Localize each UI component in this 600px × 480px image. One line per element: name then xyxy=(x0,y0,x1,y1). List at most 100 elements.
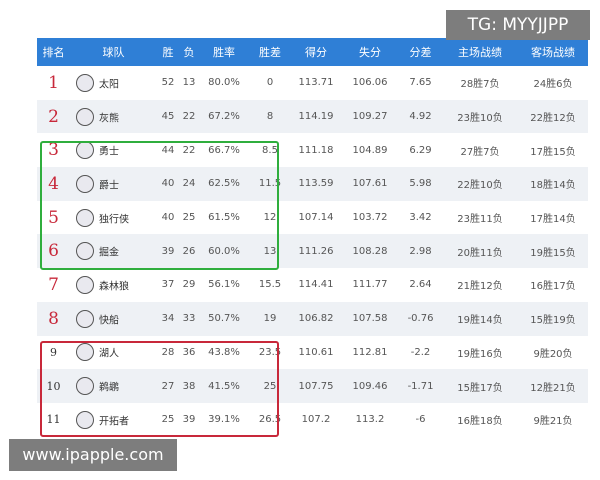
table-row: 5 独行侠 40 25 61.5% 12 107.14 103.72 3.42 23胜11负 17胜… xyxy=(37,200,588,235)
wins-cell: 37 xyxy=(161,279,175,291)
table-row: 8 快船 34 33 50.7% 19 106.82 107.58 -0.76 19胜14负 15胜… xyxy=(37,301,588,336)
rank-cell: 8 xyxy=(48,308,59,329)
points-for-cell: 111.26 xyxy=(298,245,334,257)
points-against-cell: 111.77 xyxy=(352,279,388,291)
team-name: 爵士 xyxy=(99,180,119,192)
win-pct-cell: 43.8% xyxy=(208,346,240,358)
wins-cell: 28 xyxy=(161,346,175,358)
home-record-cell: 28胜7负 xyxy=(460,79,500,91)
team-name: 太阳 xyxy=(99,79,119,91)
games-behind-cell: 26.5 xyxy=(258,414,282,426)
home-record-cell: 19胜16负 xyxy=(457,348,503,360)
rank-cell: 9 xyxy=(50,345,57,359)
header-rank: 排名 xyxy=(42,46,65,59)
points-for-cell: 110.61 xyxy=(298,346,334,358)
losses-cell: 38 xyxy=(182,380,196,392)
losses-cell: 36 xyxy=(182,346,196,358)
points-against-cell: 108.28 xyxy=(352,245,388,257)
games-behind-cell: 23.5 xyxy=(258,346,282,358)
rank-cell: 7 xyxy=(48,274,59,295)
points-for-cell: 107.75 xyxy=(298,380,334,392)
table-row: 4 爵士 40 24 62.5% 11.5 113.59 107.61 5.98 22胜10负 18… xyxy=(37,167,588,201)
header-home-record: 主场战绩 xyxy=(458,46,502,59)
header-points-against: 失分 xyxy=(359,46,381,59)
points-against-cell: 112.81 xyxy=(352,346,388,358)
rank-cell: 10 xyxy=(46,379,61,393)
away-record-cell: 17胜15负 xyxy=(530,146,576,158)
home-record-cell: 27胜7负 xyxy=(460,146,500,158)
point-diff-cell: -2.2 xyxy=(410,346,431,358)
team-cell: 灰熊 xyxy=(70,100,157,134)
points-for-cell: 106.82 xyxy=(298,313,334,325)
watermark-top: TG: MYYJJPP xyxy=(446,10,590,40)
team-name: 掘金 xyxy=(99,247,119,259)
rank-cell: 1 xyxy=(48,72,59,93)
home-record-cell: 22胜10负 xyxy=(457,180,503,192)
point-diff-cell: 7.65 xyxy=(409,77,432,89)
wins-cell: 27 xyxy=(161,380,175,392)
team-logo-icon xyxy=(76,208,94,227)
points-against-cell: 107.58 xyxy=(352,313,388,325)
point-diff-cell: 6.29 xyxy=(409,144,432,156)
team-name: 独行侠 xyxy=(99,214,129,226)
team-name: 森林狼 xyxy=(99,281,129,293)
games-behind-cell: 12 xyxy=(263,212,277,224)
standings-table-wrap: 排名 球队 胜 负 胜率 胜差 得分 失分 分差 主场战绩 客场战绩 1 太阳 52… xyxy=(37,38,588,437)
points-against-cell: 104.89 xyxy=(352,144,388,156)
team-cell: 鹈鹕 xyxy=(70,369,157,403)
away-record-cell: 22胜12负 xyxy=(530,113,576,125)
points-for-cell: 114.41 xyxy=(298,279,334,291)
team-name: 鹈鹕 xyxy=(99,382,119,394)
team-logo-icon xyxy=(76,377,94,396)
points-against-cell: 103.72 xyxy=(352,212,388,224)
table-row: 10 鹈鹕 27 38 41.5% 25 107.75 109.46 -1.71 15胜17负 12… xyxy=(37,369,588,403)
table-row: 11 开拓者 25 39 39.1% 26.5 107.2 113.2 -6 16胜18负 9胜21… xyxy=(37,402,588,437)
header-point-diff: 分差 xyxy=(409,46,432,59)
home-record-cell: 23胜11负 xyxy=(457,214,503,226)
games-behind-cell: 11.5 xyxy=(258,178,282,190)
team-cell: 独行侠 xyxy=(70,201,157,235)
losses-cell: 22 xyxy=(182,144,196,156)
point-diff-cell: -1.71 xyxy=(407,380,434,392)
wins-cell: 39 xyxy=(161,245,175,257)
points-for-cell: 114.19 xyxy=(298,111,334,123)
points-against-cell: 113.2 xyxy=(355,414,385,426)
team-logo-icon xyxy=(76,73,94,92)
losses-cell: 22 xyxy=(182,111,196,123)
team-cell: 开拓者 xyxy=(70,403,157,437)
wins-cell: 44 xyxy=(161,144,175,156)
home-record-cell: 23胜10负 xyxy=(457,113,503,125)
away-record-cell: 12胜21负 xyxy=(530,382,576,394)
header-win-pct: 胜率 xyxy=(213,46,235,59)
standings-table: 排名 球队 胜 负 胜率 胜差 得分 失分 分差 主场战绩 客场战绩 1 太阳 52… xyxy=(37,38,588,437)
table-row: 3 勇士 44 22 66.7% 8.5 111.18 104.89 6.29 27胜7负 17胜1… xyxy=(37,133,588,168)
points-for-cell: 113.71 xyxy=(298,77,334,89)
wins-cell: 25 xyxy=(161,414,175,426)
home-record-cell: 16胜18负 xyxy=(457,416,503,428)
wins-cell: 52 xyxy=(161,77,175,89)
team-cell: 森林狼 xyxy=(70,268,157,302)
header-games-behind: 胜差 xyxy=(259,46,281,59)
losses-cell: 33 xyxy=(182,313,196,325)
team-cell: 太阳 xyxy=(70,66,157,100)
team-logo-icon xyxy=(76,343,94,362)
win-pct-cell: 56.1% xyxy=(208,279,240,291)
home-record-cell: 21胜12负 xyxy=(457,281,503,293)
points-for-cell: 107.14 xyxy=(298,212,334,224)
rank-cell: 6 xyxy=(48,241,59,262)
team-name: 灰熊 xyxy=(99,113,119,125)
team-name: 湖人 xyxy=(99,348,119,360)
point-diff-cell: 3.42 xyxy=(409,212,432,224)
header-away-record: 客场战绩 xyxy=(531,46,575,59)
wins-cell: 45 xyxy=(161,111,175,123)
points-for-cell: 111.18 xyxy=(298,144,334,156)
team-logo-icon xyxy=(76,141,94,160)
away-record-cell: 9胜20负 xyxy=(533,348,573,360)
losses-cell: 29 xyxy=(182,279,196,291)
team-name: 开拓者 xyxy=(99,416,129,428)
games-behind-cell: 0 xyxy=(266,77,274,89)
win-pct-cell: 50.7% xyxy=(208,313,240,325)
header-row: 排名 球队 胜 负 胜率 胜差 得分 失分 分差 主场战绩 客场战绩 xyxy=(37,38,588,66)
team-name: 勇士 xyxy=(99,146,119,158)
games-behind-cell: 19 xyxy=(263,313,277,325)
